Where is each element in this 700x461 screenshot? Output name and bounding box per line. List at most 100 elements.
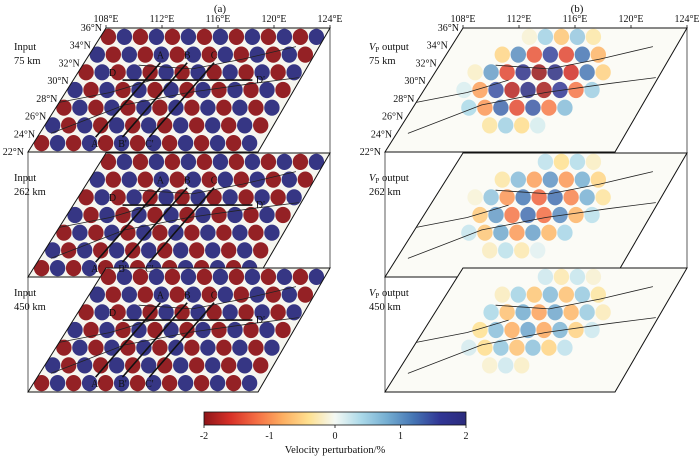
anomaly-cell bbox=[568, 321, 584, 339]
anomaly-cell bbox=[88, 224, 104, 241]
anomaly-cell bbox=[205, 357, 221, 374]
anomaly-cell bbox=[217, 171, 233, 188]
anomaly-cell bbox=[195, 206, 211, 224]
anomaly-cell bbox=[174, 189, 190, 206]
anomaly-cell bbox=[270, 189, 286, 206]
anomaly-cell bbox=[88, 99, 104, 116]
anomaly-cell bbox=[142, 304, 158, 321]
anomaly-cell bbox=[493, 99, 509, 116]
boundary-line bbox=[59, 79, 152, 103]
anomaly-cell bbox=[504, 81, 520, 99]
lon-tick-label: 116°E bbox=[206, 14, 231, 25]
anomaly-cell bbox=[227, 81, 243, 99]
anomaly-cell bbox=[105, 46, 122, 63]
anomaly-cell bbox=[286, 64, 302, 81]
lat-tick-label: 24°N bbox=[14, 129, 35, 140]
anomaly-cell bbox=[49, 135, 66, 152]
anomaly-cell bbox=[488, 81, 504, 99]
anomaly-cell bbox=[164, 153, 181, 170]
anomaly-cell bbox=[254, 64, 270, 81]
anomaly-cell bbox=[579, 64, 595, 81]
anomaly-cell bbox=[270, 64, 286, 81]
anomaly-cell bbox=[115, 321, 131, 339]
anomaly-cell bbox=[212, 268, 229, 285]
profile-line bbox=[148, 302, 215, 378]
anomaly-cell bbox=[185, 286, 201, 303]
anomaly-cell bbox=[56, 339, 72, 356]
boundary-line bbox=[407, 202, 656, 259]
anomaly-cell bbox=[164, 28, 181, 45]
layer-title: Input bbox=[14, 42, 36, 53]
anomaly-cell bbox=[60, 117, 77, 134]
anomaly-cell bbox=[137, 46, 153, 63]
anomaly-cell bbox=[78, 189, 94, 206]
anomaly-cell bbox=[477, 339, 493, 356]
profile-label: D bbox=[109, 193, 116, 204]
anomaly-cell bbox=[180, 28, 197, 45]
anomaly-cell bbox=[169, 46, 185, 63]
anomaly-cell bbox=[105, 286, 122, 303]
layer-title: VP output bbox=[369, 173, 409, 185]
anomaly-cell bbox=[177, 135, 194, 152]
anomaly-cell bbox=[574, 46, 590, 63]
anomaly-cell bbox=[174, 304, 190, 321]
profile-line bbox=[121, 302, 188, 378]
anomaly-cell bbox=[514, 242, 530, 259]
profile-label: B bbox=[184, 291, 191, 302]
anomaly-cell bbox=[253, 357, 269, 374]
anomaly-cell bbox=[260, 153, 277, 170]
anomaly-cell bbox=[56, 99, 72, 116]
map-frame bbox=[27, 27, 331, 153]
anomaly-cell bbox=[212, 28, 229, 45]
profile-label: B bbox=[184, 51, 191, 62]
anomaly-cell bbox=[126, 64, 142, 81]
anomaly-cell bbox=[184, 339, 200, 356]
anomaly-cell bbox=[504, 321, 520, 339]
profile-line bbox=[121, 187, 188, 263]
anomaly-cell bbox=[67, 321, 83, 339]
anomaly-cell bbox=[253, 117, 269, 134]
anomaly-cell bbox=[531, 189, 547, 206]
anomaly-cell bbox=[563, 189, 579, 206]
colorbar-tick-label: -1 bbox=[265, 431, 273, 442]
profile-label: D' bbox=[256, 200, 265, 211]
anomaly-cell bbox=[515, 304, 531, 321]
anomaly-cell bbox=[248, 339, 264, 356]
map-layer-1 bbox=[27, 27, 331, 153]
anomaly-cell bbox=[595, 189, 611, 206]
lon-tick-label: 120°E bbox=[261, 14, 286, 25]
anomaly-cell bbox=[238, 189, 254, 206]
colorbar-ramp bbox=[203, 411, 467, 426]
anomaly-cell bbox=[77, 242, 93, 259]
lat-tick-label: 28°N bbox=[393, 94, 414, 105]
anomaly-cell bbox=[499, 189, 515, 206]
anomaly-cell bbox=[584, 206, 600, 224]
anomaly-cell bbox=[158, 304, 174, 321]
anomaly-cell bbox=[515, 64, 531, 81]
anomaly-cell bbox=[49, 260, 66, 277]
anomaly-cell bbox=[498, 357, 514, 374]
lat-tick-label: 30°N bbox=[47, 76, 68, 87]
anomaly-cell bbox=[148, 28, 165, 45]
anomaly-cell bbox=[221, 357, 237, 374]
anomaly-cell bbox=[161, 375, 178, 392]
anomaly-cell bbox=[574, 286, 590, 303]
anomaly-cell bbox=[477, 224, 493, 241]
anomaly-cell bbox=[281, 171, 297, 188]
anomaly-cell bbox=[494, 286, 510, 303]
anomaly-cell bbox=[93, 117, 109, 134]
anomaly-cell bbox=[531, 304, 547, 321]
anomaly-cell bbox=[120, 99, 136, 116]
anomaly-cell bbox=[195, 321, 211, 339]
anomaly-cell bbox=[184, 99, 200, 116]
anomaly-cell bbox=[557, 99, 573, 116]
anomaly-cell bbox=[33, 375, 50, 392]
lon-tick-label: 120°E bbox=[618, 14, 643, 25]
anomaly-cell bbox=[568, 206, 584, 224]
map-layer-3 bbox=[27, 267, 331, 393]
anomaly-cell bbox=[105, 171, 122, 188]
anomaly-cell bbox=[243, 321, 259, 339]
anomaly-cell bbox=[185, 46, 201, 63]
anomaly-cell bbox=[142, 189, 158, 206]
